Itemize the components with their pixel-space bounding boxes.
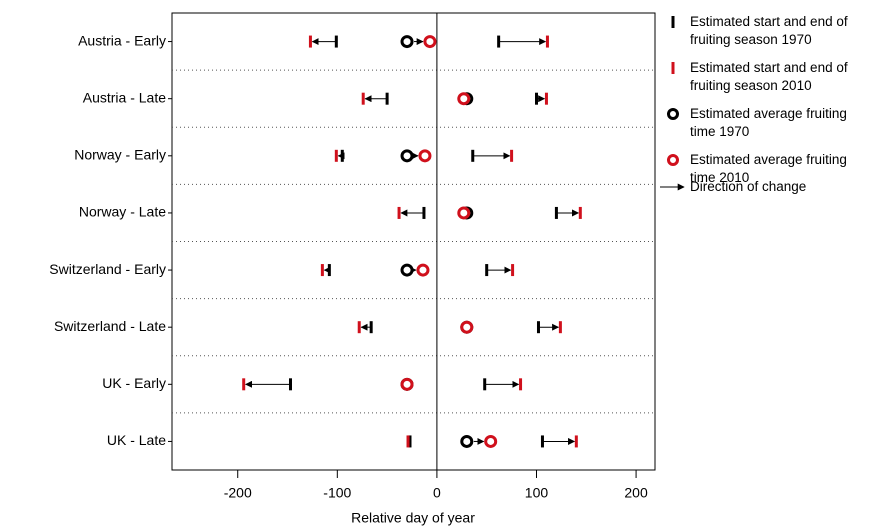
average-marker bbox=[484, 434, 498, 448]
average-marker bbox=[460, 320, 474, 334]
x-tick-label: -200 bbox=[224, 485, 252, 501]
x-tick-label: 100 bbox=[525, 485, 549, 501]
legend-entry: Estimated average fruiting time 2010 bbox=[690, 152, 847, 185]
legend-circle bbox=[667, 108, 679, 120]
legend-entry: Estimated start and end of fruiting seas… bbox=[690, 60, 848, 93]
category-label: Switzerland - Early bbox=[49, 261, 166, 277]
average-marker bbox=[418, 149, 432, 163]
category-label: UK - Late bbox=[107, 432, 166, 448]
average-marker bbox=[423, 35, 437, 49]
average-marker bbox=[457, 92, 471, 106]
x-tick-label: 200 bbox=[624, 485, 648, 501]
legend-circle bbox=[667, 154, 679, 166]
x-tick-label: -100 bbox=[323, 485, 351, 501]
x-axis-label: Relative day of year bbox=[351, 510, 475, 526]
average-marker bbox=[400, 149, 414, 163]
category-label: Norway - Early bbox=[74, 147, 166, 163]
category-label: Norway - Late bbox=[79, 204, 166, 220]
category-label: UK - Early bbox=[102, 375, 166, 391]
average-marker bbox=[400, 35, 414, 49]
legend-entry: Estimated average fruiting time 1970 bbox=[690, 106, 847, 139]
average-marker bbox=[416, 263, 430, 277]
average-marker bbox=[400, 377, 414, 391]
category-label: Austria - Early bbox=[78, 32, 166, 48]
x-tick-label: 0 bbox=[433, 485, 441, 501]
average-marker bbox=[457, 206, 471, 220]
category-label: Switzerland - Late bbox=[54, 318, 166, 334]
legend-entry: Direction of change bbox=[690, 179, 807, 194]
legend-entry: Estimated start and end of fruiting seas… bbox=[690, 14, 848, 47]
category-label: Austria - Late bbox=[83, 89, 166, 105]
average-marker bbox=[400, 263, 414, 277]
average-marker bbox=[460, 434, 474, 448]
